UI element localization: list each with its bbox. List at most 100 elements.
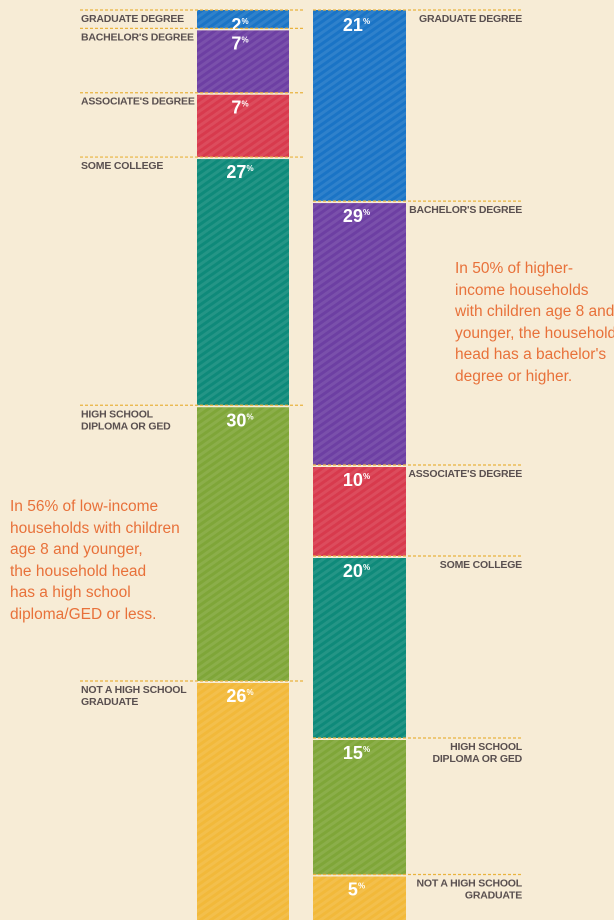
note-line: the household head <box>10 562 147 580</box>
bar-segment: 7% <box>197 30 289 93</box>
bar-segment: 15% <box>313 740 406 875</box>
value-label: 21% <box>343 15 370 35</box>
bar-hatch <box>313 558 406 738</box>
value-label: 26% <box>226 686 253 706</box>
category-label-line: GRADUATE <box>465 890 522 902</box>
note-line: income households <box>455 281 589 299</box>
value-label: 15% <box>343 743 370 763</box>
category-label: BACHELOR'S DEGREE <box>409 204 522 216</box>
category-label-line: DIPLOMA OR GED <box>432 753 522 765</box>
value-label: 30% <box>226 410 253 430</box>
category-label: NOT A HIGH SCHOOL GRADUATE <box>81 684 187 708</box>
bar-segment: 26% <box>197 683 289 920</box>
bar-hatch <box>197 10 289 29</box>
higher-income-column: 21% GRADUATE DEGREE 29% BACHELOR'S DEGREE 10… <box>313 9 523 920</box>
value-unit: % <box>241 35 248 44</box>
value-unit: % <box>246 412 253 421</box>
low-income-annotation: In 56% of low-income households with chi… <box>10 496 180 625</box>
category-label-line: BACHELOR'S DEGREE <box>81 31 194 43</box>
category-label-line: GRADUATE <box>81 696 138 708</box>
value-number: 2 <box>231 15 241 35</box>
value-unit: % <box>363 208 370 217</box>
category-label: GRADUATE DEGREE <box>81 13 184 25</box>
category-label-line: NOT A HIGH SCHOOL <box>81 684 187 696</box>
value-unit: % <box>246 164 253 173</box>
bar-hatch <box>197 159 289 406</box>
category-label: SOME COLLEGE <box>440 559 522 571</box>
category-label-line: HIGH SCHOOL <box>450 741 523 753</box>
note-line: age 8 and younger, <box>10 541 143 558</box>
bar-hatch <box>313 467 406 556</box>
higher-income-annotation: In 50% of higher- income households with… <box>455 258 614 387</box>
bar-segment: 7% <box>197 94 289 158</box>
category-label-line: DIPLOMA OR GED <box>81 420 171 432</box>
value-number: 5 <box>348 880 358 900</box>
category-label-line: ASSOCIATE'S DEGREE <box>81 96 195 108</box>
value-unit: % <box>363 17 370 26</box>
value-number: 15 <box>343 743 363 763</box>
category-label: BACHELOR'S DEGREE <box>81 31 194 43</box>
bar-hatch <box>313 740 406 875</box>
value-label: 20% <box>343 561 370 581</box>
value-unit: % <box>363 472 370 481</box>
value-label: 7% <box>231 33 248 53</box>
note-line: diploma/GED or less. <box>10 605 157 623</box>
category-label-line: SOME COLLEGE <box>81 160 163 172</box>
bar-segment: 27% <box>197 159 289 406</box>
bar-segment: 29% <box>313 203 406 465</box>
bar-hatch <box>197 30 289 93</box>
note-line: with children age 8 and <box>455 303 614 320</box>
category-label: NOT A HIGH SCHOOL GRADUATE <box>417 878 523 902</box>
value-unit: % <box>358 882 365 891</box>
bar-segment: 5% <box>313 876 406 920</box>
note-line: younger, the household <box>455 324 614 342</box>
bar-hatch <box>197 407 289 682</box>
note-line: head has a bachelor's <box>455 346 607 363</box>
value-number: 20 <box>343 561 363 581</box>
bar-hatch <box>313 203 406 465</box>
value-number: 7 <box>231 33 241 53</box>
category-label-line: GRADUATE DEGREE <box>81 13 184 25</box>
value-unit: % <box>363 745 370 754</box>
value-number: 29 <box>343 206 363 226</box>
bar-segment: 30% <box>197 407 289 682</box>
category-label-line: ASSOCIATE'S DEGREE <box>408 468 522 480</box>
bar-segment: 21% <box>313 10 406 202</box>
category-label: GRADUATE DEGREE <box>419 13 522 25</box>
value-number: 21 <box>343 15 363 35</box>
value-number: 7 <box>231 98 241 118</box>
value-label: 10% <box>343 470 370 490</box>
note-line: In 50% of higher- <box>455 260 574 277</box>
note-line: degree or higher. <box>455 367 573 385</box>
bar-segment: 2% <box>197 10 289 35</box>
category-label: HIGH SCHOOL DIPLOMA OR GED <box>81 408 171 432</box>
category-label: SOME COLLEGE <box>81 160 163 172</box>
value-label: 29% <box>343 206 370 226</box>
value-unit: % <box>246 688 253 697</box>
value-unit: % <box>363 563 370 572</box>
low-income-column: 2% GRADUATE DEGREE 7% BACHELOR'S DEGREE 7% AS… <box>80 9 304 920</box>
value-number: 27 <box>226 162 246 182</box>
category-label: HIGH SCHOOL DIPLOMA OR GED <box>432 741 522 765</box>
value-label: 2% <box>231 15 248 35</box>
value-number: 10 <box>343 470 363 490</box>
category-label-line: SOME COLLEGE <box>440 559 522 571</box>
bar-hatch <box>313 10 406 202</box>
value-label: 7% <box>231 98 248 118</box>
category-label-line: BACHELOR'S DEGREE <box>409 204 522 216</box>
value-label: 5% <box>348 880 365 900</box>
category-label-line: GRADUATE DEGREE <box>419 13 522 25</box>
bar-segment: 20% <box>313 558 406 738</box>
value-unit: % <box>241 17 248 26</box>
category-label: ASSOCIATE'S DEGREE <box>81 96 195 108</box>
category-label-line: HIGH SCHOOL <box>81 408 154 420</box>
value-number: 30 <box>226 410 246 430</box>
bar-segment: 10% <box>313 467 406 556</box>
bar-hatch <box>197 683 289 920</box>
note-line: has a high school <box>10 584 131 601</box>
note-line: In 56% of low-income <box>10 498 159 515</box>
category-label: ASSOCIATE'S DEGREE <box>408 468 522 480</box>
bar-hatch <box>313 876 406 920</box>
value-number: 26 <box>226 686 246 706</box>
